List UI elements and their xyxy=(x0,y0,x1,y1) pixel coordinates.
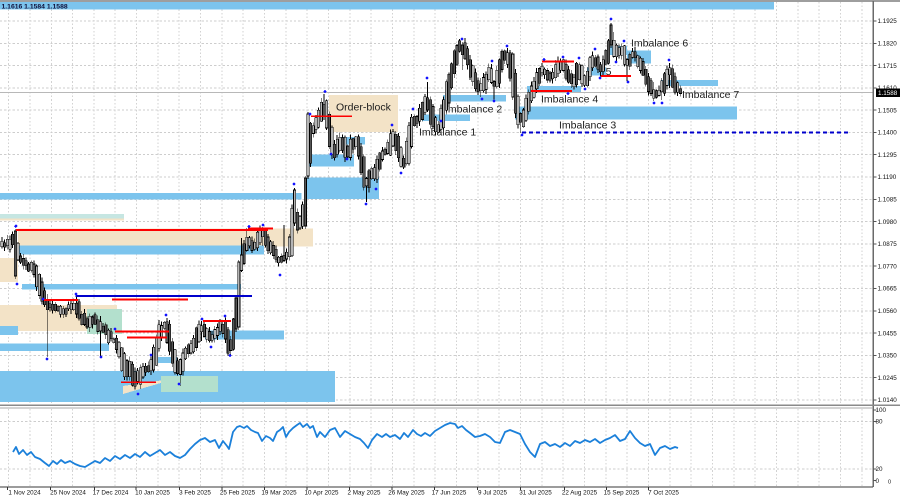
svg-text:1.1295: 1.1295 xyxy=(878,152,898,159)
svg-text:1.0350: 1.0350 xyxy=(878,353,898,360)
svg-text:19 Mar 2025: 19 Mar 2025 xyxy=(261,489,297,496)
svg-text:1.0455: 1.0455 xyxy=(878,330,898,337)
svg-text:1.0560: 1.0560 xyxy=(878,308,898,315)
svg-text:Imbalance 7: Imbalance 7 xyxy=(682,89,739,101)
svg-text:1.0980: 1.0980 xyxy=(878,219,898,226)
svg-text:26 May 2025: 26 May 2025 xyxy=(388,489,425,496)
svg-text:0: 0 xyxy=(888,480,891,486)
svg-text:17 Dec 2024: 17 Dec 2024 xyxy=(93,489,129,496)
svg-text:1.1925: 1.1925 xyxy=(878,18,898,25)
svg-text:1.1190: 1.1190 xyxy=(878,174,897,181)
svg-text:1.1820: 1.1820 xyxy=(878,41,898,48)
svg-text:1.1715: 1.1715 xyxy=(878,63,898,70)
svg-text:1.0245: 1.0245 xyxy=(878,375,898,382)
svg-text:9 Jul 2025: 9 Jul 2025 xyxy=(478,489,508,496)
svg-text:1.0875: 1.0875 xyxy=(878,241,898,248)
svg-text:1.1085: 1.1085 xyxy=(878,197,898,204)
svg-text:1.0665: 1.0665 xyxy=(878,286,898,293)
svg-text:Imbalance 2: Imbalance 2 xyxy=(445,104,502,116)
svg-text:1.1505: 1.1505 xyxy=(878,107,898,114)
svg-text:25 Feb 2025: 25 Feb 2025 xyxy=(220,489,256,496)
svg-text:10 Apr 2025: 10 Apr 2025 xyxy=(305,489,339,496)
svg-text:1.1588: 1.1588 xyxy=(878,90,898,97)
svg-text:3 Feb 2025: 3 Feb 2025 xyxy=(179,489,211,496)
svg-text:22 Aug 2025: 22 Aug 2025 xyxy=(562,489,598,496)
svg-text:Order-block: Order-block xyxy=(336,101,392,113)
svg-text:5: 5 xyxy=(606,66,612,78)
svg-text:1.0770: 1.0770 xyxy=(878,263,898,270)
svg-text:Imbalance 3: Imbalance 3 xyxy=(559,120,616,132)
svg-text:7 Oct 2025: 7 Oct 2025 xyxy=(648,489,679,496)
svg-text:0: 0 xyxy=(876,478,880,485)
svg-text:20: 20 xyxy=(876,466,884,473)
svg-text:80: 80 xyxy=(876,419,884,426)
svg-text:1.1616 1.1584 1.1588: 1.1616 1.1584 1.1588 xyxy=(2,3,68,10)
svg-text:10 Jan 2025: 10 Jan 2025 xyxy=(135,489,170,496)
svg-text:Imbalance 4: Imbalance 4 xyxy=(541,94,598,106)
svg-text:1.1400: 1.1400 xyxy=(878,130,898,137)
svg-text:25 Nov 2024: 25 Nov 2024 xyxy=(50,489,86,496)
svg-text:1.0140: 1.0140 xyxy=(878,397,898,404)
svg-text:Imbalance 1: Imbalance 1 xyxy=(419,127,476,139)
svg-text:100: 100 xyxy=(876,407,887,414)
svg-text:1 Nov 2024: 1 Nov 2024 xyxy=(8,489,41,496)
svg-text:15 Sep 2025: 15 Sep 2025 xyxy=(604,489,640,496)
svg-text:Imbalance 6: Imbalance 6 xyxy=(631,37,688,49)
svg-text:17 Jun 2025: 17 Jun 2025 xyxy=(432,489,467,496)
svg-text:31 Jul 2025: 31 Jul 2025 xyxy=(519,489,552,496)
svg-text:2 May 2025: 2 May 2025 xyxy=(348,489,381,496)
